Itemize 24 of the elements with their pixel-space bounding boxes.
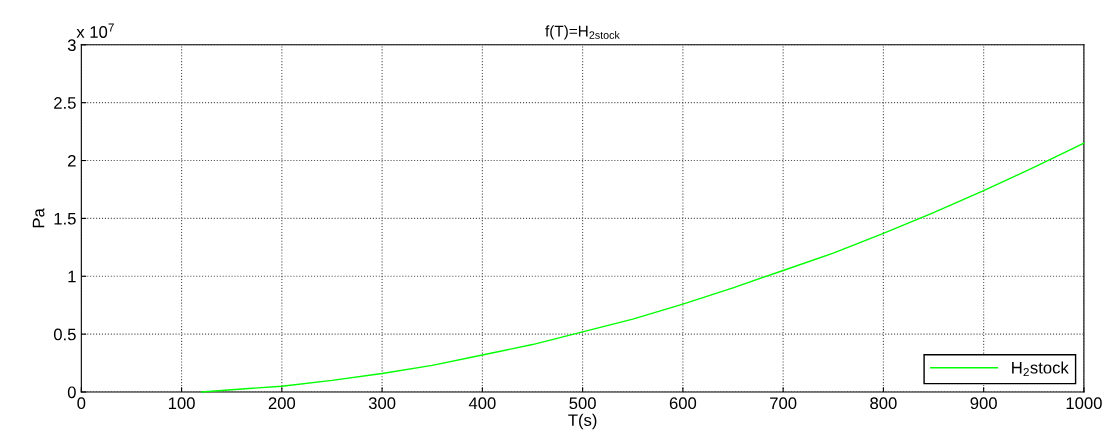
x-tick-label: 700 [770,397,797,410]
y-tick-label: 0 [67,386,76,399]
x-tick-label: 200 [268,397,296,410]
x-tick-label: 1000 [1066,397,1102,410]
legend-label: H$_{2}$stock [1012,361,1069,377]
y-tick-label: 0.5 [53,328,76,341]
text: x 10$^{7}$ [76,23,114,38]
x-axis-title: T(s) [568,413,597,430]
x-tick-label: 600 [669,397,697,410]
x-tick-label: 500 [569,397,596,410]
x-tick-label: 900 [970,397,997,410]
y-axis-title: Pa [32,208,45,228]
chart-title: f(T)=H$_{2stock}$ [545,25,620,40]
line-series [200,142,1085,393]
x-tick-label: 0 [77,397,86,410]
y-tick-label: 2.5 [54,97,76,109]
x-tick-label: 400 [468,397,496,410]
y-tick-label: 2 [68,154,76,167]
y-tick-label: 1.5 [54,212,76,225]
x-tick-label: 800 [870,397,897,410]
y-tick-label: 1 [68,270,76,283]
x-tick-label: 100 [168,397,195,410]
x-tick-label: 300 [368,397,396,410]
y-tick-label: 3 [67,39,76,51]
